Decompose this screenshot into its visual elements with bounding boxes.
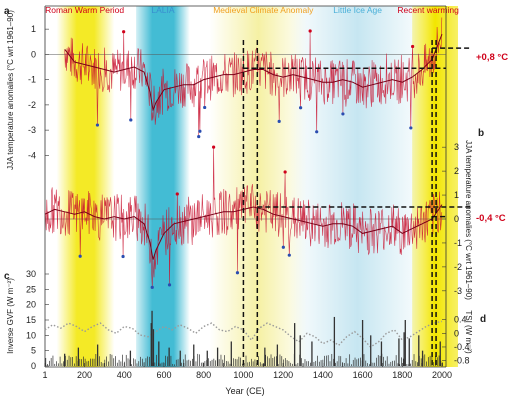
marker-high-1-222 — [175, 192, 179, 196]
x-tick-label-2: 200 — [77, 370, 92, 380]
marker-low-1-400 — [281, 245, 285, 249]
marker-high-0-99 — [122, 30, 126, 34]
period-label-2: Medieval Climate Anomaly — [213, 5, 314, 15]
y-tick-label-1-1: 2 — [454, 166, 459, 176]
series-noise-0 — [64, 17, 443, 137]
y-tick-label-0-2: -1 — [28, 75, 36, 85]
annotation-plus-0-8: +0,8 °C — [476, 52, 508, 63]
panel-label-b: b — [478, 128, 484, 139]
marker-low-0-235 — [203, 105, 207, 110]
marker-low-0-55 — [95, 123, 100, 127]
gvf-bars — [45, 310, 443, 366]
marker-low-0-360 — [277, 119, 281, 123]
period-labels: Roman Warm Period LALIA Medieval Climate A… — [45, 5, 459, 15]
panel-b-ylabel: JJA temperature anomalies (°C wrt 1961–9… — [464, 140, 473, 300]
y-tick-label-1-5: -2 — [454, 262, 462, 272]
panel-label-d: d — [480, 314, 486, 325]
y-tick-label-2-1: 25 — [26, 284, 36, 294]
y-tick-label-2-2: 20 — [26, 300, 36, 310]
y-tick-label-1-3: 0 — [454, 214, 459, 224]
period-label-3: Little Ice Age — [333, 5, 382, 15]
trend-steps — [242, 40, 470, 368]
y-tick-label-3-3: -0.8 — [454, 356, 470, 366]
marker-low-0-225 — [197, 134, 201, 139]
marker-low-0-396 — [299, 106, 303, 110]
marker-low-0-423 — [315, 130, 319, 134]
y-tick-label-3-2: -0.4 — [454, 342, 470, 352]
y-tick-label-3-0: 0.4 — [454, 315, 467, 325]
annotation-minus-0-4: -0,4 °C — [476, 213, 506, 224]
x-tick-label-4: 400 — [117, 370, 132, 380]
y-tick-label-2-3: 15 — [26, 315, 36, 325]
panel-label-a: a — [4, 6, 10, 17]
trend-b — [257, 206, 470, 218]
y-tick-label-1-6: -3 — [454, 286, 462, 296]
x-tick-label-20: 2000 — [432, 370, 452, 380]
y-tick-label-3-1: 0 — [454, 328, 459, 338]
axes: 1 200 400 600 800 1000 1200 1400 1600 1800 200010-… — [26, 24, 470, 380]
marker-low-1-410 — [287, 253, 291, 257]
series-smooth-1 — [44, 204, 443, 260]
y-tick-label-2-6: 0 — [31, 361, 36, 371]
x-tick-label-6: 600 — [156, 370, 171, 380]
trend-a — [243, 47, 470, 70]
period-band-1 — [136, 6, 190, 367]
x-tick-label-10: 1000 — [233, 370, 253, 380]
marker-low-1-59 — [78, 254, 82, 258]
x-tick-label-18: 1800 — [392, 370, 412, 380]
y-tick-label-0-5: -4 — [28, 150, 36, 160]
period-label-0: Roman Warm Period — [45, 5, 124, 15]
marker-high-1-283 — [212, 145, 216, 149]
x-tick-label-12: 1200 — [273, 370, 293, 380]
y-tick-label-2-5: 5 — [31, 346, 36, 356]
y-tick-label-0-1: 0 — [31, 49, 36, 59]
y-tick-label-2-0: 30 — [26, 269, 36, 279]
marker-low-0-467 — [341, 112, 345, 116]
x-tick-label-16: 1600 — [353, 370, 373, 380]
x-tick-label-14: 1400 — [313, 370, 333, 380]
x-axis-title: Year (CE) — [225, 386, 264, 396]
period-band-3 — [288, 6, 427, 367]
y-tick-label-0-4: -3 — [28, 125, 36, 135]
marker-high-0-584 — [411, 44, 415, 49]
x-tick-label-0: 1 — [42, 370, 47, 380]
marker-high-0-412 — [308, 29, 312, 33]
marker-low-1-323 — [235, 271, 240, 275]
y-tick-label-0-3: -2 — [28, 100, 36, 110]
marker-low-0-227 — [198, 129, 202, 133]
y-tick-label-0-0: 1 — [31, 24, 36, 34]
x-tick-label-8: 800 — [196, 370, 211, 380]
y-tick-label-2-4: 10 — [26, 330, 36, 340]
marker-low-1-180 — [150, 285, 154, 289]
tsi-line — [44, 320, 443, 348]
y-tick-label-1-4: -1 — [454, 238, 462, 248]
marker-low-1-209 — [167, 283, 172, 287]
panel-a-ylabel: JJA temperature anomalies (°C wrt 1961–9… — [6, 10, 15, 170]
marker-low-1-131 — [121, 254, 125, 259]
panel-label-c: c — [4, 271, 10, 282]
panel-c-ylabel: Inverse GVF (W m⁻²) — [6, 278, 15, 354]
y-tick-label-1-2: 1 — [454, 190, 459, 200]
marker-low-0-111 — [129, 118, 133, 122]
panel-d-ylabel: TSI (W m⁻²) — [464, 310, 473, 354]
marker-high-1-403 — [283, 170, 287, 174]
period-label-4: Recent warming — [397, 5, 459, 15]
extreme-markers — [78, 29, 415, 289]
marker-low-0-581 — [409, 126, 413, 130]
y-tick-label-1-0: 3 — [454, 142, 459, 152]
period-label-1: LALIA — [151, 5, 174, 15]
tsi-series — [44, 320, 443, 348]
